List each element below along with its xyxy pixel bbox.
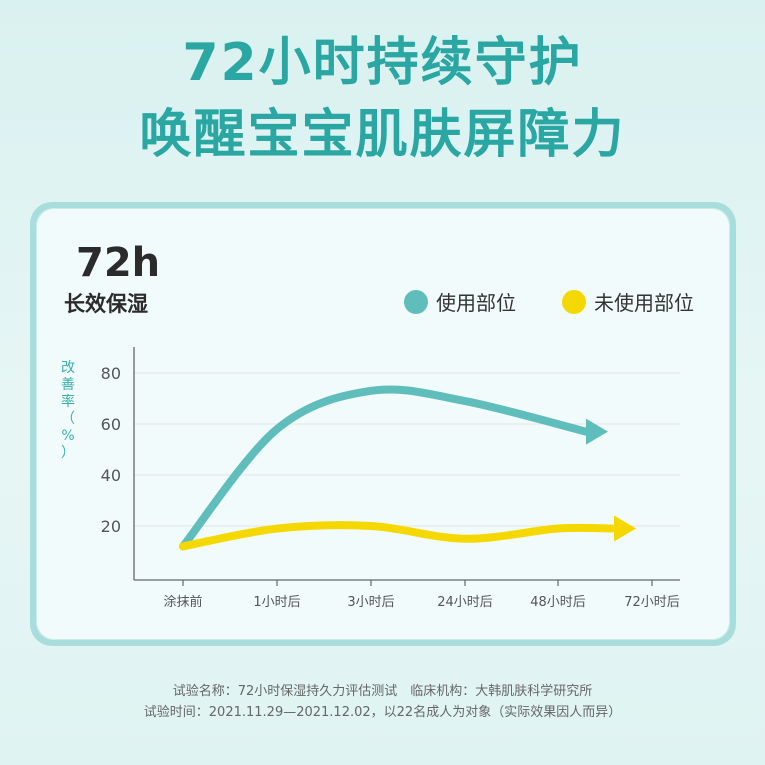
duration-label: 72h <box>76 240 161 286</box>
footnote-trial-time: 试验时间：2021.11.29—2021.12.02，以22名成人为对象（实际效… <box>143 705 622 720</box>
legend-dot-yellow <box>562 289 586 314</box>
x-tick-label-0: 涂抹前 <box>163 594 202 610</box>
legend-item-unused: 未使用部位 <box>562 287 694 316</box>
y-tick-label-40: 40 <box>101 466 121 485</box>
headline-line-1: 72小时持续守护 <box>182 33 583 93</box>
legend-item-used: 使用部位 <box>404 287 516 316</box>
y-tick-label-60: 60 <box>101 415 121 434</box>
series-arrow-1 <box>614 515 636 542</box>
legend-label-used: 使用部位 <box>436 291 516 315</box>
footnote-trial-name: 试验名称：72小时保湿持久力评估测试 临床机构：大韩肌肤科学研究所 <box>172 684 593 699</box>
x-tick-label-5: 72小时后 <box>624 595 680 610</box>
series-arrow-0 <box>586 418 608 445</box>
headline-line-2: 唤醒宝宝肌肤屏障力 <box>139 105 626 165</box>
x-tick-label-2: 3小时后 <box>347 595 394 610</box>
y-tick-label-20: 20 <box>101 517 121 536</box>
legend-label-unused: 未使用部位 <box>594 291 694 315</box>
series-line-0 <box>179 385 590 551</box>
y-tick-label-80: 80 <box>101 364 121 383</box>
legend-dot-teal <box>404 289 428 314</box>
x-tick-label-4: 48小时后 <box>530 595 586 610</box>
y-axis-label: 改善率（%） <box>61 360 75 461</box>
effect-label: 长效保湿 <box>64 292 148 316</box>
series-line-1 <box>179 521 616 551</box>
x-tick-label-1: 1小时后 <box>253 595 300 610</box>
x-tick-label-3: 24小时后 <box>437 595 493 610</box>
